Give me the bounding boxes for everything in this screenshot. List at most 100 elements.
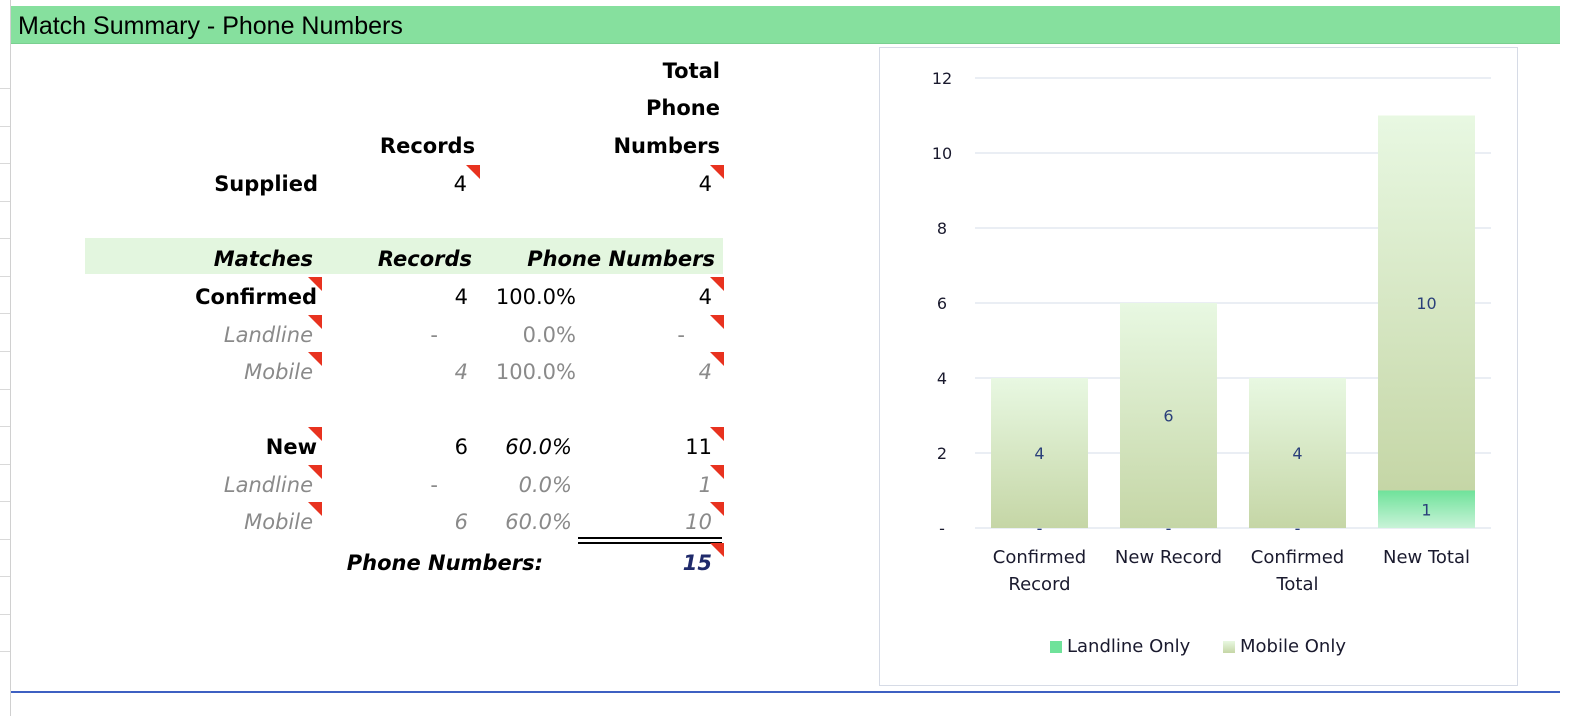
comment-indicator[interactable] xyxy=(308,315,322,329)
data-label-mobile: 4 xyxy=(1034,444,1044,463)
confirmed-landline-records[interactable]: - xyxy=(430,323,438,347)
matches-header-band xyxy=(85,238,723,274)
confirmed-records[interactable]: 4 xyxy=(454,285,468,309)
header-total-line1[interactable]: Total xyxy=(662,59,720,83)
legend-swatch-landline xyxy=(1050,641,1062,653)
comment-indicator[interactable] xyxy=(710,165,724,179)
double-underline xyxy=(578,537,722,539)
data-label-landline: - xyxy=(1037,519,1043,538)
header-records[interactable]: Records xyxy=(379,134,476,158)
data-label-mobile: 10 xyxy=(1416,294,1436,313)
row-gridline xyxy=(0,88,10,89)
x-tick-label: New Record xyxy=(1115,547,1222,568)
stacked-bar-chart: - 2 4 6 8 10 12 4 - Confirmed Record 6 - New Record 4 -… xyxy=(932,69,1491,657)
comment-indicator[interactable] xyxy=(710,277,724,291)
row-gridline xyxy=(0,313,10,314)
bar-mobile xyxy=(1249,378,1346,528)
y-tick-label: 10 xyxy=(932,144,952,163)
comment-indicator[interactable] xyxy=(308,352,322,366)
legend-label-mobile: Mobile Only xyxy=(1240,636,1346,657)
x-tick-label: Confirmed xyxy=(993,547,1086,568)
data-label-mobile: 6 xyxy=(1163,407,1173,426)
row-gridline xyxy=(0,464,10,465)
comment-indicator[interactable] xyxy=(710,352,724,366)
confirmed-label[interactable]: Confirmed xyxy=(195,285,317,309)
supplied-records[interactable]: 4 xyxy=(453,172,467,196)
confirmed-landline-pct[interactable]: 0.0% xyxy=(522,323,576,347)
bar-landline xyxy=(1378,490,1475,528)
header-total-line3[interactable]: Numbers xyxy=(613,134,720,158)
confirmed-phone[interactable]: 4 xyxy=(698,285,712,309)
legend-label-landline: Landline Only xyxy=(1067,636,1191,657)
new-mobile-label[interactable]: Mobile xyxy=(244,510,313,534)
data-label-mobile: 4 xyxy=(1292,444,1302,463)
confirmed-pct[interactable]: 100.0% xyxy=(495,285,576,309)
new-mobile-pct[interactable]: 60.0% xyxy=(505,510,572,534)
row-gridline xyxy=(0,539,10,540)
confirmed-landline-phone[interactable]: - xyxy=(677,323,685,347)
comment-indicator[interactable] xyxy=(466,165,480,179)
confirmed-landline-label[interactable]: Landline xyxy=(223,323,313,347)
total-phone-numbers-value[interactable]: 15 xyxy=(682,551,712,575)
new-mobile-records[interactable]: 6 xyxy=(454,510,468,534)
x-tick-label: Confirmed xyxy=(1251,547,1344,568)
comment-indicator[interactable] xyxy=(308,465,322,479)
y-tick-label: 6 xyxy=(937,294,947,313)
new-mobile-phone[interactable]: 10 xyxy=(685,510,712,534)
row-gridline xyxy=(0,426,10,427)
selection-border-bottom xyxy=(11,691,1560,693)
bar-mobile xyxy=(1378,115,1475,491)
new-label[interactable]: New xyxy=(265,435,317,459)
y-tick-label: 2 xyxy=(937,444,947,463)
new-landline-label[interactable]: Landline xyxy=(223,473,313,497)
matches-label[interactable]: Matches xyxy=(213,247,313,271)
title-bar[interactable]: Match Summary - Phone Numbers xyxy=(11,6,1560,44)
chart-panel[interactable]: - 2 4 6 8 10 12 4 - Confirmed Record 6 - New Record 4 -… xyxy=(879,47,1518,686)
row-gridline xyxy=(0,163,10,164)
new-landline-records[interactable]: - xyxy=(430,473,438,497)
comment-indicator[interactable] xyxy=(710,315,724,329)
row-gridline xyxy=(0,201,10,202)
header-total-line2[interactable]: Phone xyxy=(646,96,720,120)
total-phone-numbers-label[interactable]: Phone Numbers: xyxy=(346,551,543,575)
new-pct[interactable]: 60.0% xyxy=(505,435,572,459)
x-tick-label: New Total xyxy=(1383,547,1470,568)
comment-indicator[interactable] xyxy=(710,465,724,479)
row-gridline xyxy=(0,501,10,502)
confirmed-mobile-records[interactable]: 4 xyxy=(454,360,468,384)
comment-indicator[interactable] xyxy=(710,502,724,516)
row-gridline xyxy=(0,614,10,615)
row-gridline xyxy=(0,238,10,239)
row-header-gutter xyxy=(10,0,11,716)
x-tick-label: Record xyxy=(1008,574,1070,595)
row-gridline xyxy=(0,389,10,390)
legend-swatch-mobile xyxy=(1223,641,1235,653)
supplied-phone[interactable]: 4 xyxy=(698,172,712,196)
row-gridline xyxy=(0,576,10,577)
confirmed-mobile-label[interactable]: Mobile xyxy=(244,360,313,384)
y-tick-label: 4 xyxy=(937,369,947,388)
comment-indicator[interactable] xyxy=(308,277,322,291)
new-phone[interactable]: 11 xyxy=(685,435,712,459)
new-records[interactable]: 6 xyxy=(454,435,468,459)
matches-records-header[interactable]: Records xyxy=(377,247,473,271)
y-tick-label: 8 xyxy=(937,219,947,238)
supplied-label[interactable]: Supplied xyxy=(214,172,318,196)
comment-indicator[interactable] xyxy=(308,427,322,441)
row-gridline xyxy=(0,126,10,127)
data-label-landline: - xyxy=(1295,519,1301,538)
comment-indicator[interactable] xyxy=(710,427,724,441)
comment-indicator[interactable] xyxy=(710,543,724,557)
data-label-landline: 1 xyxy=(1421,500,1431,519)
sheet-title: Match Summary - Phone Numbers xyxy=(18,12,403,40)
x-tick-label: Total xyxy=(1275,574,1318,595)
matches-phone-header[interactable]: Phone Numbers xyxy=(527,247,715,271)
new-landline-phone[interactable]: 1 xyxy=(698,473,712,497)
confirmed-mobile-pct[interactable]: 100.0% xyxy=(495,360,576,384)
y-tick-label: 12 xyxy=(932,69,952,88)
bar-mobile xyxy=(1120,303,1217,528)
confirmed-mobile-phone[interactable]: 4 xyxy=(698,360,712,384)
new-landline-pct[interactable]: 0.0% xyxy=(518,473,572,497)
comment-indicator[interactable] xyxy=(308,502,322,516)
bar-mobile xyxy=(991,378,1088,528)
